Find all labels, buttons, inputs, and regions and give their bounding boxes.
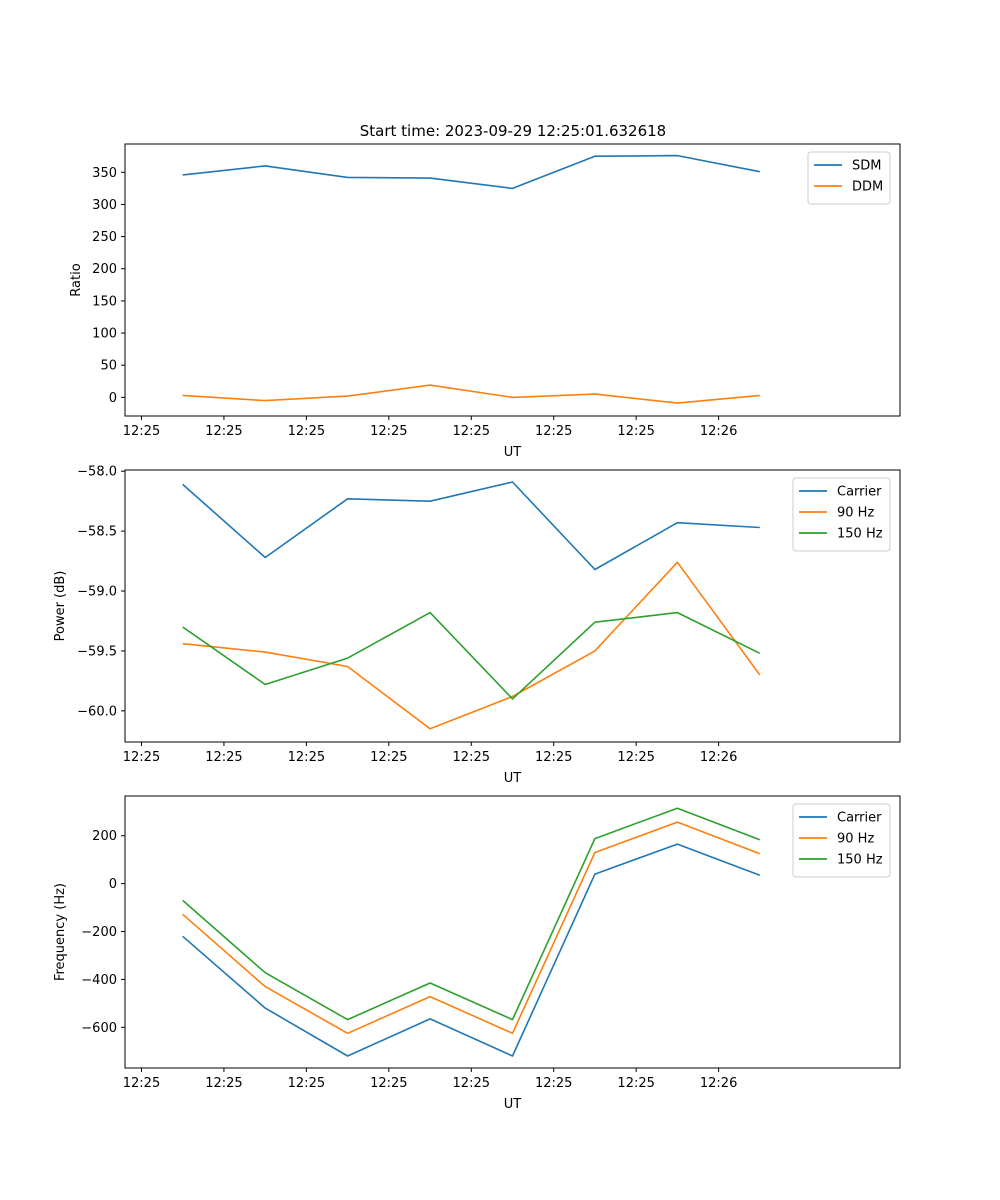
legend-label: Carrier — [837, 811, 882, 826]
series-line-ddm — [182, 384, 760, 404]
y-tick-label: −58.5 — [77, 525, 117, 540]
y-tick-label: 350 — [92, 166, 117, 181]
legend: Carrier 90 Hz 150 Hz — [792, 477, 891, 552]
y-tick-label: −200 — [81, 925, 117, 940]
x-tick-label: 12:25 — [535, 750, 572, 765]
x-tick-label: 12:25 — [288, 750, 325, 765]
x-tick-label: 12:25 — [205, 750, 242, 765]
chart-panel-3: 12:25 12:25 12:25 12:25 12:25 12:25 12:25 12:26… — [53, 795, 901, 1112]
x-tick-label: 12:25 — [453, 424, 490, 439]
y-tick-label: 300 — [92, 198, 117, 213]
y-tick-label: 0 — [109, 877, 117, 892]
x-tick-label: 12:25 — [205, 424, 242, 439]
axes-frame — [124, 143, 901, 417]
y-tick-label: −59.0 — [77, 585, 117, 600]
legend-label: Carrier — [837, 485, 882, 500]
legend-label: DDM — [852, 180, 883, 195]
legend-label: 90 Hz — [837, 832, 874, 847]
x-tick-label: 12:25 — [123, 750, 160, 765]
x-tick-label: 12:25 — [617, 1076, 654, 1091]
x-tick-label: 12:26 — [700, 750, 737, 765]
x-tick-label: 12:25 — [535, 424, 572, 439]
x-tick-label: 12:25 — [617, 750, 654, 765]
series-line-90-hz — [182, 821, 761, 1035]
x-tick-label: 12:25 — [535, 1076, 572, 1091]
y-tick-label: −400 — [81, 973, 117, 988]
x-axis-label: UT — [504, 445, 522, 460]
x-tick-label: 12:25 — [453, 1076, 490, 1091]
y-tick-label: 250 — [92, 230, 117, 245]
legend-label: 90 Hz — [837, 506, 874, 521]
x-tick-label: 12:25 — [123, 424, 160, 439]
panels: 12:25 12:25 12:25 12:25 12:25 12:25 12:25 12:26… — [53, 143, 901, 1112]
series-line-90-hz — [182, 561, 761, 730]
axes-frame — [124, 795, 901, 1069]
legend: Carrier 90 Hz 150 Hz — [792, 803, 891, 878]
y-tick-label: 150 — [92, 294, 117, 309]
x-tick-label: 12:25 — [288, 1076, 325, 1091]
x-tick-label: 12:25 — [453, 750, 490, 765]
y-axis-label: Ratio — [69, 263, 84, 296]
legend: SDM DDM — [807, 151, 891, 205]
y-tick-label: 200 — [92, 262, 117, 277]
axes-frame — [124, 469, 901, 743]
chart-panel-1: 12:25 12:25 12:25 12:25 12:25 12:25 12:25 12:26… — [69, 143, 901, 460]
y-tick-label: −59.5 — [77, 644, 117, 659]
y-tick-label: 0 — [109, 391, 117, 406]
x-axis-label: UT — [504, 771, 522, 786]
y-axis-label: Frequency (Hz) — [53, 883, 68, 981]
y-tick-label: 100 — [92, 327, 117, 342]
chart-panel-2: 12:25 12:25 12:25 12:25 12:25 12:25 12:25 12:26… — [53, 465, 901, 786]
y-tick-label: −600 — [81, 1021, 117, 1036]
x-tick-label: 12:25 — [617, 424, 654, 439]
series-line-150-hz — [182, 807, 761, 1021]
y-tick-label: −60.0 — [77, 704, 117, 719]
y-tick-label: 50 — [100, 359, 117, 374]
series-line-carrier — [182, 481, 760, 571]
legend-label: 150 Hz — [837, 527, 883, 542]
series-line-carrier — [182, 843, 761, 1057]
y-axis-label: Power (dB) — [53, 571, 68, 642]
legend-label: SDM — [852, 159, 881, 174]
y-tick-label: −58.0 — [77, 465, 117, 480]
x-tick-label: 12:25 — [370, 750, 407, 765]
series-line-sdm — [182, 154, 760, 190]
x-tick-label: 12:25 — [123, 1076, 160, 1091]
figure-title: Start time: 2023-09-29 12:25:01.632618 — [360, 122, 666, 140]
x-tick-label: 12:25 — [370, 1076, 407, 1091]
legend-label: 150 Hz — [837, 853, 883, 868]
x-tick-label: 12:26 — [700, 1076, 737, 1091]
series-line-150-hz — [182, 611, 761, 700]
x-tick-label: 12:25 — [288, 424, 325, 439]
x-tick-label: 12:25 — [205, 1076, 242, 1091]
x-axis-label: UT — [504, 1097, 522, 1112]
y-tick-label: 200 — [92, 829, 117, 844]
x-tick-label: 12:25 — [370, 424, 407, 439]
x-tick-label: 12:26 — [700, 424, 737, 439]
